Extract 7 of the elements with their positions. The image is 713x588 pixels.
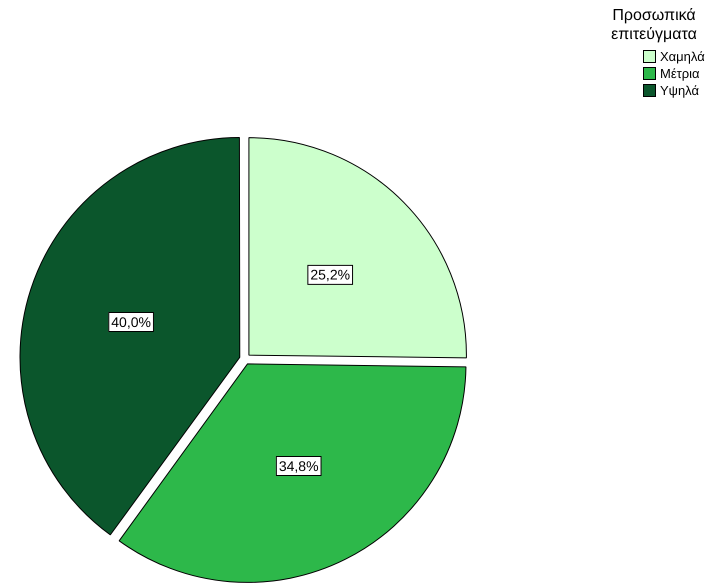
data-label: 25,2% — [310, 266, 350, 283]
legend-title: Προσωπικά επιτεύγματα — [610, 6, 698, 44]
legend-label: Χαμηλά — [660, 48, 705, 65]
legend-label: Υψηλά — [660, 82, 699, 99]
data-label: 34,8% — [278, 458, 319, 474]
data-label: 40,0% — [111, 314, 151, 330]
legend-label: Μέτρια — [660, 65, 700, 82]
